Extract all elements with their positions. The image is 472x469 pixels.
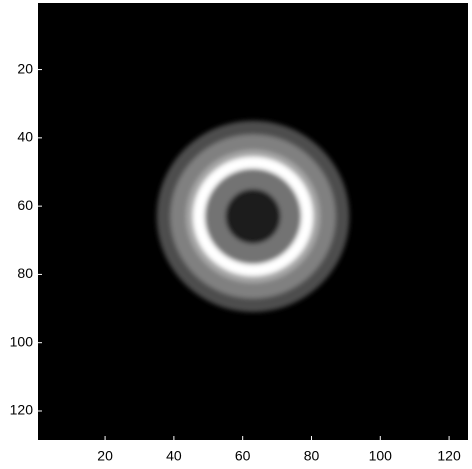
y-tick-label: 120 <box>10 402 34 418</box>
x-tick-label: 60 <box>235 448 251 464</box>
x-tick-label: 40 <box>166 448 182 464</box>
axes: 20 40 60 80 100 120 20 40 60 80 100 120 <box>10 60 461 463</box>
y-tick-label: 40 <box>17 129 33 145</box>
x-tick-label: 120 <box>437 448 461 464</box>
ring <box>156 120 350 312</box>
x-tick-label: 80 <box>304 448 320 464</box>
x-tick-label: 100 <box>369 448 393 464</box>
plot-area <box>38 3 468 440</box>
y-tick-label: 100 <box>10 333 34 349</box>
x-tick-label: 20 <box>97 448 113 464</box>
y-tick-label: 80 <box>17 265 33 281</box>
y-tick-label: 20 <box>17 60 33 76</box>
ring-band <box>225 189 281 244</box>
y-tick-label: 60 <box>17 197 33 213</box>
